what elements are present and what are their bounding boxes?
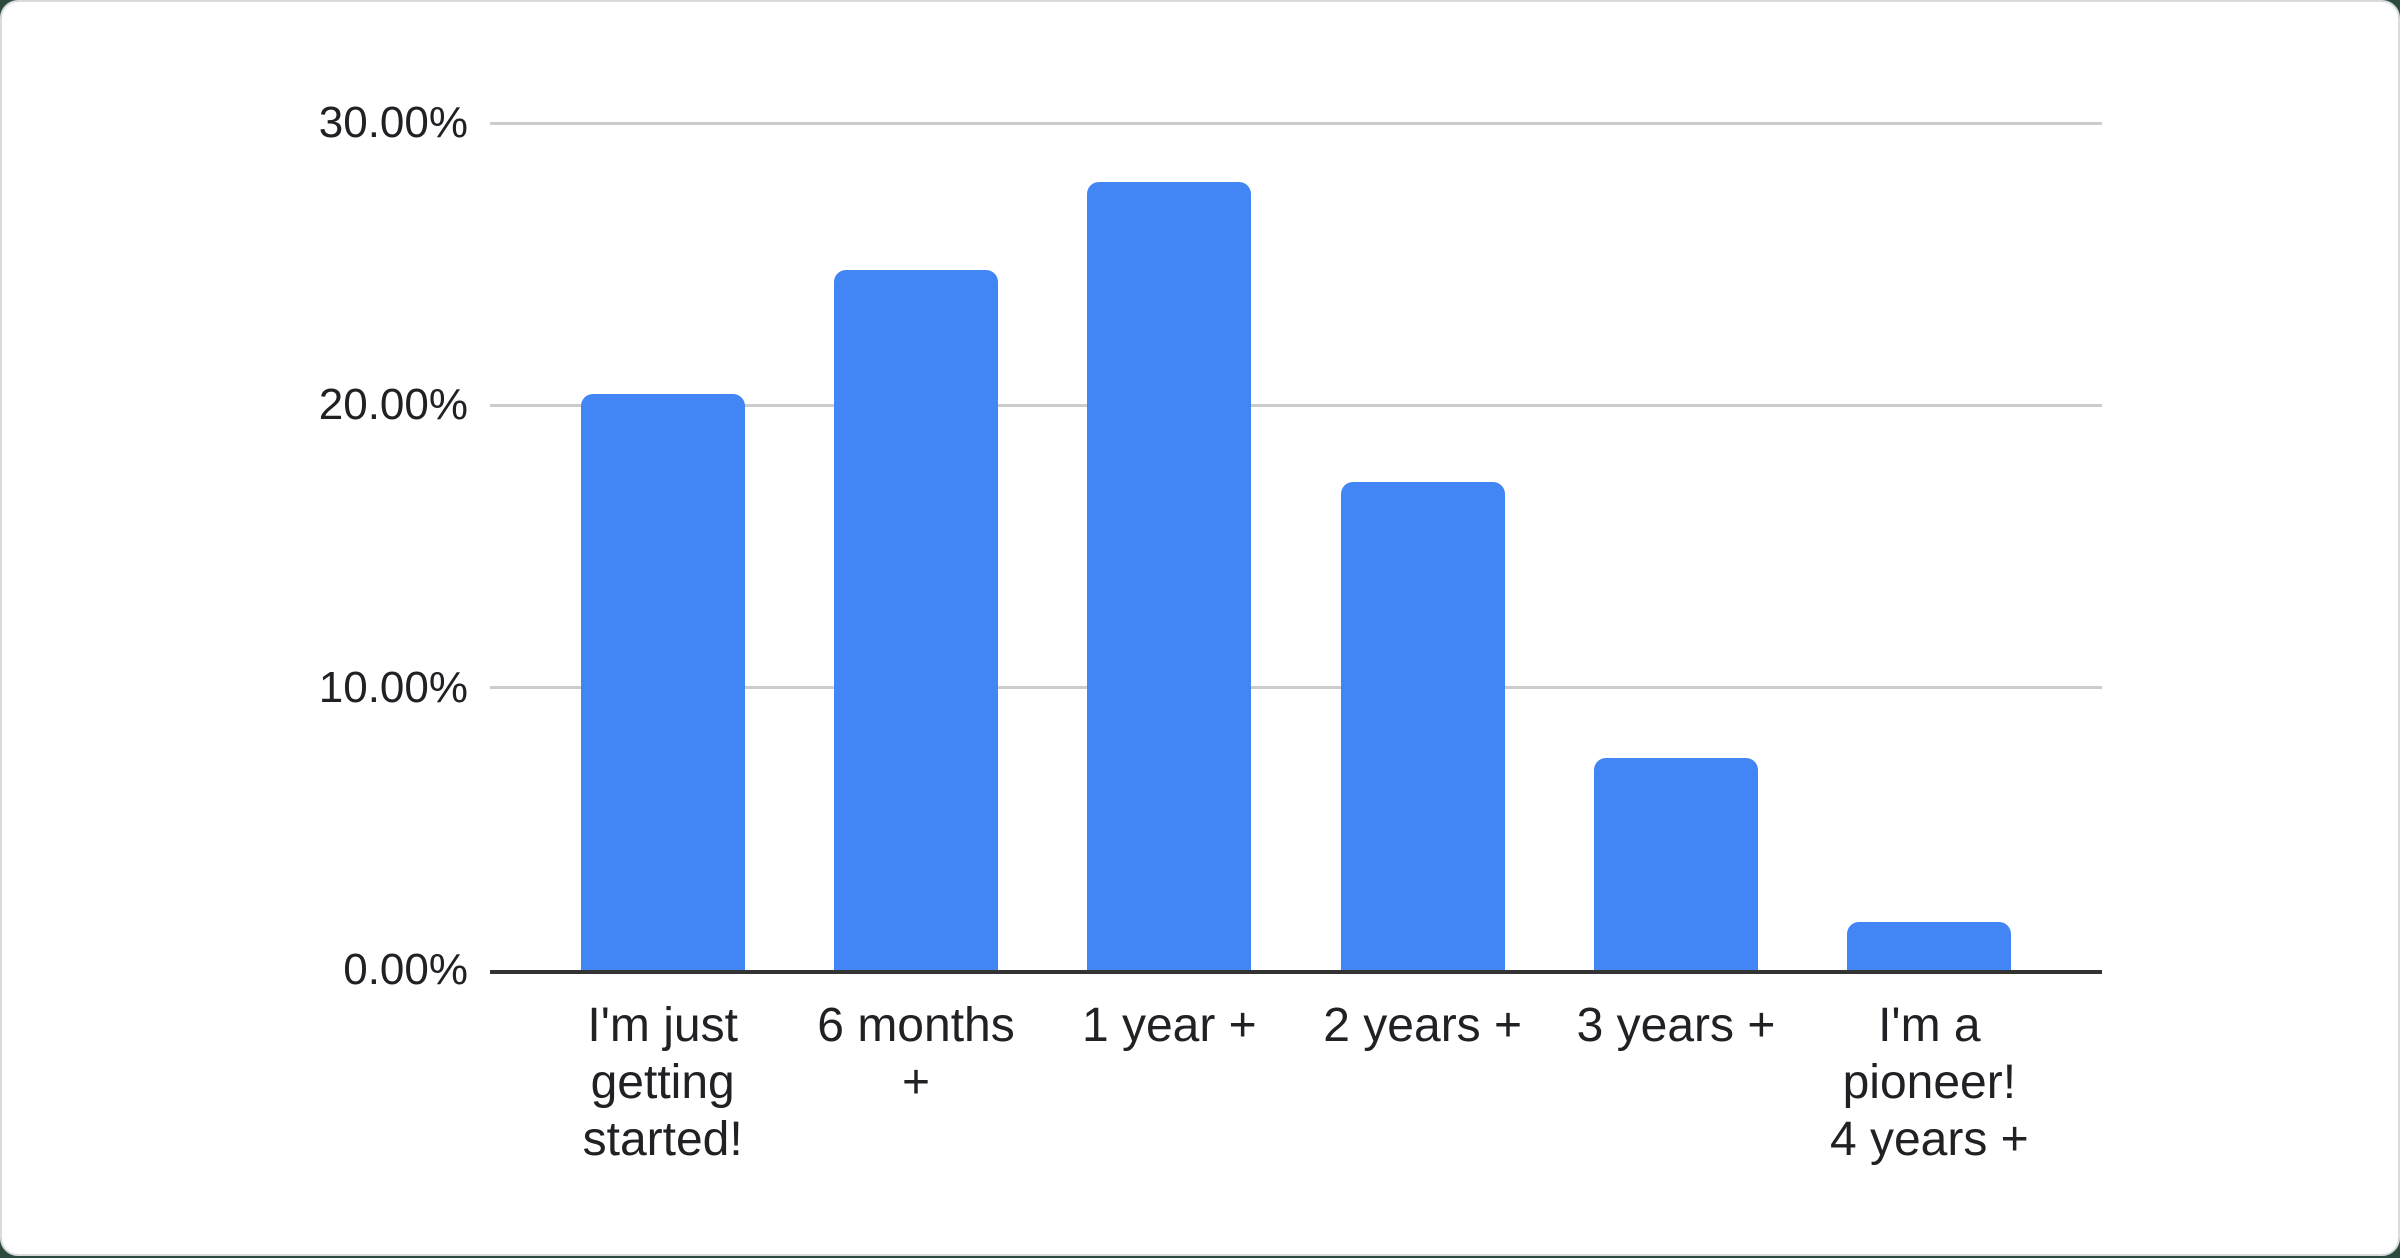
- bar-1-year[interactable]: [1087, 182, 1251, 970]
- x-tick-label-line: +: [766, 1054, 1066, 1111]
- x-tick-label-line: started!: [513, 1111, 813, 1168]
- x-tick-label-line: I'm a: [1779, 997, 2079, 1054]
- bar-6-months[interactable]: [834, 270, 998, 970]
- bar-i-m-a-pioneer-4-years[interactable]: [1847, 922, 2011, 970]
- plot-area: [490, 123, 2102, 970]
- bar-3-years[interactable]: [1594, 758, 1758, 970]
- bar-2-years[interactable]: [1341, 482, 1505, 970]
- gridline-30pct: [490, 122, 2102, 125]
- x-axis-line: [490, 970, 2102, 974]
- x-tick-label-line: pioneer!: [1779, 1054, 2079, 1111]
- x-tick-label-line: 4 years +: [1779, 1111, 2079, 1168]
- y-tick-label-10pct: 10.00%: [248, 660, 468, 716]
- y-tick-label-30pct: 30.00%: [248, 95, 468, 151]
- bar-i-m-just-getting-started[interactable]: [581, 394, 745, 970]
- y-tick-label-20pct: 20.00%: [248, 377, 468, 433]
- y-tick-label-0pct: 0.00%: [248, 942, 468, 998]
